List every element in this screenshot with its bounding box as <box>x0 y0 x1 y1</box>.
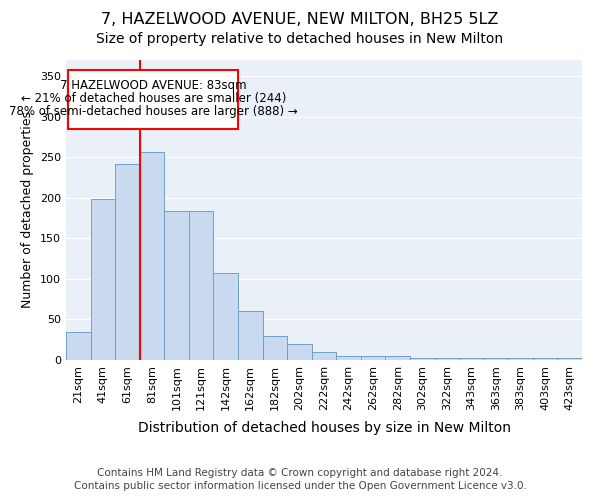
X-axis label: Distribution of detached houses by size in New Milton: Distribution of detached houses by size … <box>137 421 511 435</box>
Bar <box>410 358 434 360</box>
Bar <box>312 352 336 360</box>
Text: 78% of semi-detached houses are larger (888) →: 78% of semi-detached houses are larger (… <box>9 106 298 118</box>
Text: ← 21% of detached houses are smaller (244): ← 21% of detached houses are smaller (24… <box>20 92 286 106</box>
Bar <box>434 358 459 360</box>
Bar <box>189 211 214 360</box>
Bar <box>287 344 312 360</box>
Bar <box>459 358 484 360</box>
Bar <box>164 211 189 360</box>
Bar <box>140 152 164 360</box>
Text: Contains public sector information licensed under the Open Government Licence v3: Contains public sector information licen… <box>74 481 526 491</box>
Bar <box>238 312 263 360</box>
Bar <box>361 356 385 360</box>
Bar <box>66 332 91 360</box>
Bar <box>557 358 582 360</box>
Bar <box>263 336 287 360</box>
Bar <box>385 356 410 360</box>
Bar <box>336 356 361 360</box>
Bar <box>508 358 533 360</box>
Text: Size of property relative to detached houses in New Milton: Size of property relative to detached ho… <box>97 32 503 46</box>
Bar <box>214 273 238 360</box>
Bar <box>115 164 140 360</box>
Text: 7, HAZELWOOD AVENUE, NEW MILTON, BH25 5LZ: 7, HAZELWOOD AVENUE, NEW MILTON, BH25 5L… <box>101 12 499 28</box>
Text: Contains HM Land Registry data © Crown copyright and database right 2024.: Contains HM Land Registry data © Crown c… <box>97 468 503 477</box>
Bar <box>533 358 557 360</box>
Bar <box>91 200 115 360</box>
FancyBboxPatch shape <box>68 70 238 129</box>
Bar <box>484 358 508 360</box>
Y-axis label: Number of detached properties: Number of detached properties <box>22 112 34 308</box>
Text: 7 HAZELWOOD AVENUE: 83sqm: 7 HAZELWOOD AVENUE: 83sqm <box>60 80 247 92</box>
